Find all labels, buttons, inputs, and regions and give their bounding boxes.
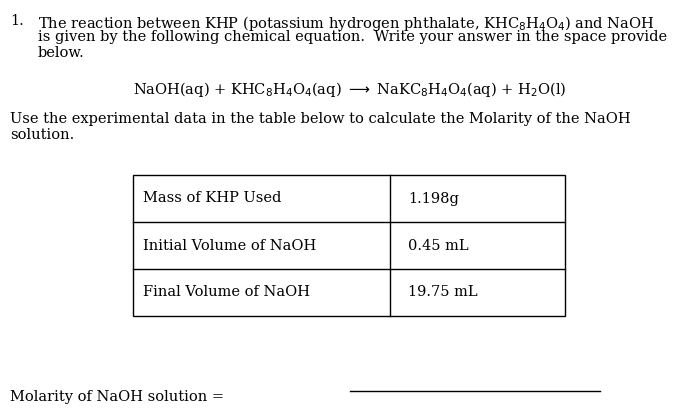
Text: The reaction between KHP (potassium hydrogen phthalate, KHC$_8$H$_4$O$_4$) and N: The reaction between KHP (potassium hydr… xyxy=(38,14,654,33)
Text: Initial Volume of NaOH: Initial Volume of NaOH xyxy=(143,239,316,252)
Text: 0.45 mL: 0.45 mL xyxy=(408,239,468,252)
Text: 1.: 1. xyxy=(10,14,24,28)
Bar xyxy=(133,175,565,316)
Text: NaOH(aq) + KHC$_8$H$_4$O$_4$(aq) $\longrightarrow$ NaKC$_8$H$_4$O$_4$(aq) + H$_2: NaOH(aq) + KHC$_8$H$_4$O$_4$(aq) $\longr… xyxy=(133,80,567,99)
Text: Final Volume of NaOH: Final Volume of NaOH xyxy=(143,286,310,299)
Text: solution.: solution. xyxy=(10,128,74,142)
Text: Mass of KHP Used: Mass of KHP Used xyxy=(143,192,281,205)
Text: 1.198g: 1.198g xyxy=(408,192,459,205)
Text: Molarity of NaOH solution =: Molarity of NaOH solution = xyxy=(10,390,229,404)
Text: Use the experimental data in the table below to calculate the Molarity of the Na: Use the experimental data in the table b… xyxy=(10,112,631,126)
Text: below.: below. xyxy=(38,46,85,60)
Text: is given by the following chemical equation.  Write your answer in the space pro: is given by the following chemical equat… xyxy=(38,30,667,44)
Text: 19.75 mL: 19.75 mL xyxy=(408,286,477,299)
